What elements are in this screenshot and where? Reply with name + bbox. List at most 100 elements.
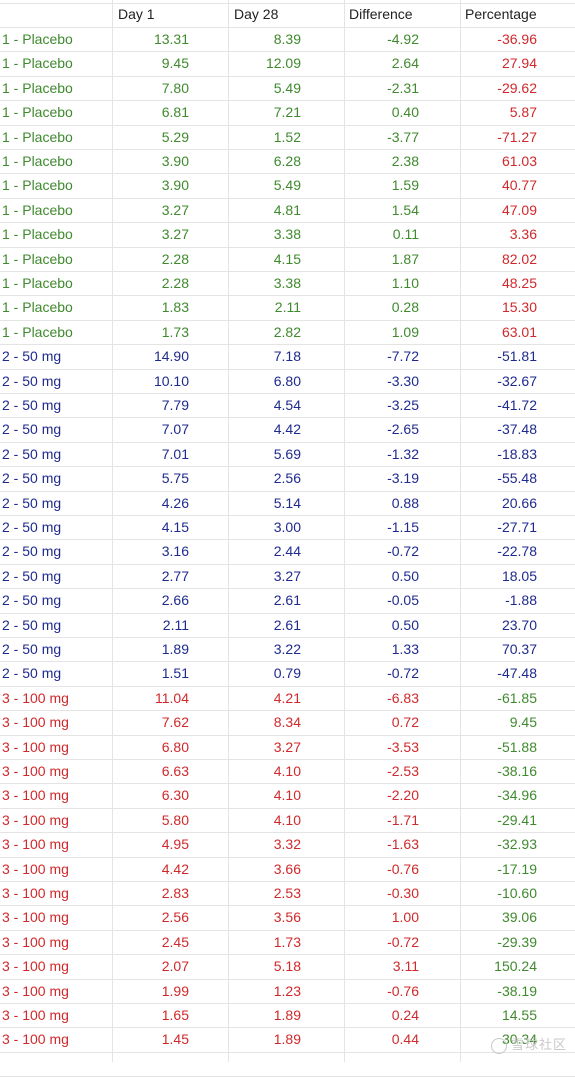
cell-difference[interactable]: 0.50	[391, 617, 419, 633]
cell-difference[interactable]: -0.30	[387, 885, 419, 901]
cell-day1[interactable]: 2.77	[161, 568, 189, 584]
cell-difference[interactable]: 1.54	[391, 202, 419, 218]
cell-day1[interactable]: 9.45	[161, 55, 189, 71]
cell-day28[interactable]: 4.42	[273, 421, 301, 437]
cell-difference[interactable]: 0.88	[391, 495, 419, 511]
cell-day28[interactable]: 5.69	[273, 446, 301, 462]
cell-day1[interactable]: 2.11	[162, 617, 189, 633]
cell-difference[interactable]: -2.53	[387, 763, 419, 779]
cell-group[interactable]: 3 - 100 mg	[2, 739, 69, 755]
cell-day1[interactable]: 4.95	[161, 836, 189, 852]
cell-day28[interactable]: 5.49	[273, 80, 301, 96]
cell-day28[interactable]: 2.11	[274, 299, 301, 315]
cell-day1[interactable]: 6.30	[161, 787, 189, 803]
cell-difference[interactable]: -2.20	[387, 787, 419, 803]
cell-day28[interactable]: 1.89	[273, 1007, 301, 1023]
cell-day28[interactable]: 5.18	[273, 958, 301, 974]
cell-percentage[interactable]: -71.27	[497, 129, 537, 145]
cell-percentage[interactable]: -29.41	[497, 812, 537, 828]
header-day1[interactable]: Day 1	[118, 6, 155, 22]
cell-day1[interactable]: 2.83	[161, 885, 189, 901]
cell-day28[interactable]: 3.27	[273, 568, 301, 584]
cell-percentage[interactable]: 18.05	[501, 568, 537, 584]
cell-percentage[interactable]: 82.02	[501, 251, 537, 267]
cell-day1[interactable]: 2.07	[161, 958, 189, 974]
cell-difference[interactable]: -3.53	[387, 739, 419, 755]
cell-group[interactable]: 1 - Placebo	[2, 104, 73, 120]
cell-difference[interactable]: 0.28	[391, 299, 419, 315]
cell-difference[interactable]: 1.33	[391, 641, 419, 657]
cell-group[interactable]: 3 - 100 mg	[2, 909, 69, 925]
cell-group[interactable]: 1 - Placebo	[2, 177, 73, 193]
cell-day1[interactable]: 2.45	[161, 934, 189, 950]
cell-difference[interactable]: 0.11	[392, 226, 419, 242]
cell-percentage[interactable]: -29.62	[497, 80, 537, 96]
cell-difference[interactable]: -1.15	[387, 519, 419, 535]
cell-percentage[interactable]: -36.96	[497, 31, 537, 47]
cell-day28[interactable]: 2.82	[273, 324, 301, 340]
cell-day1[interactable]: 5.29	[161, 129, 189, 145]
cell-group[interactable]: 2 - 50 mg	[2, 568, 62, 584]
cell-day1[interactable]: 1.51	[161, 665, 189, 681]
cell-percentage[interactable]: -17.19	[497, 861, 537, 877]
cell-day28[interactable]: 2.61	[273, 592, 301, 608]
cell-percentage[interactable]: -38.19	[497, 983, 537, 999]
cell-day1[interactable]: 1.99	[161, 983, 189, 999]
cell-percentage[interactable]: 30.34	[501, 1031, 537, 1047]
cell-group[interactable]: 3 - 100 mg	[2, 885, 69, 901]
cell-day28[interactable]: 2.56	[273, 470, 301, 486]
cell-percentage[interactable]: 47.09	[501, 202, 537, 218]
cell-group[interactable]: 1 - Placebo	[2, 251, 73, 267]
cell-group[interactable]: 1 - Placebo	[2, 129, 73, 145]
cell-difference[interactable]: -1.63	[387, 836, 419, 852]
cell-percentage[interactable]: -32.93	[497, 836, 537, 852]
cell-percentage[interactable]: -55.48	[497, 470, 537, 486]
cell-day28[interactable]: 5.14	[273, 495, 301, 511]
cell-difference[interactable]: -4.92	[387, 31, 419, 47]
cell-difference[interactable]: 0.44	[391, 1031, 419, 1047]
cell-day28[interactable]: 3.00	[273, 519, 301, 535]
cell-day28[interactable]: 2.53	[273, 885, 301, 901]
cell-day1[interactable]: 6.63	[161, 763, 189, 779]
cell-day1[interactable]: 6.80	[161, 739, 189, 755]
cell-percentage[interactable]: -61.85	[497, 690, 537, 706]
cell-day28[interactable]: 3.56	[273, 909, 301, 925]
cell-difference[interactable]: -3.77	[387, 129, 419, 145]
cell-group[interactable]: 2 - 50 mg	[2, 543, 62, 559]
cell-group[interactable]: 3 - 100 mg	[2, 836, 69, 852]
cell-difference[interactable]: 2.64	[391, 55, 419, 71]
cell-difference[interactable]: 1.10	[391, 275, 419, 291]
cell-day1[interactable]: 7.79	[161, 397, 189, 413]
cell-day28[interactable]: 6.80	[273, 373, 301, 389]
cell-day28[interactable]: 4.54	[273, 397, 301, 413]
cell-group[interactable]: 2 - 50 mg	[2, 348, 62, 364]
cell-day1[interactable]: 4.15	[161, 519, 189, 535]
cell-day1[interactable]: 7.62	[161, 714, 189, 730]
cell-day1[interactable]: 3.27	[161, 226, 189, 242]
cell-group[interactable]: 1 - Placebo	[2, 153, 73, 169]
cell-day1[interactable]: 7.80	[161, 80, 189, 96]
cell-difference[interactable]: 1.09	[391, 324, 419, 340]
cell-percentage[interactable]: 63.01	[501, 324, 537, 340]
cell-day1[interactable]: 7.01	[161, 446, 189, 462]
cell-day28[interactable]: 1.52	[273, 129, 301, 145]
cell-day28[interactable]: 4.10	[273, 763, 301, 779]
cell-day28[interactable]: 3.27	[273, 739, 301, 755]
cell-difference[interactable]: -1.71	[387, 812, 419, 828]
cell-day28[interactable]: 8.39	[273, 31, 301, 47]
cell-group[interactable]: 3 - 100 mg	[2, 690, 69, 706]
cell-difference[interactable]: -3.30	[387, 373, 419, 389]
cell-day1[interactable]: 11.04	[155, 690, 189, 706]
cell-group[interactable]: 3 - 100 mg	[2, 714, 69, 730]
cell-day1[interactable]: 1.65	[161, 1007, 189, 1023]
cell-percentage[interactable]: -18.83	[497, 446, 537, 462]
cell-day28[interactable]: 0.79	[273, 665, 301, 681]
cell-difference[interactable]: 1.87	[391, 251, 419, 267]
cell-day28[interactable]: 4.81	[273, 202, 301, 218]
cell-percentage[interactable]: 20.66	[501, 495, 537, 511]
cell-percentage[interactable]: -38.16	[497, 763, 537, 779]
cell-day1[interactable]: 2.28	[161, 251, 189, 267]
cell-difference[interactable]: 0.50	[391, 568, 419, 584]
cell-difference[interactable]: 2.38	[391, 153, 419, 169]
cell-day28[interactable]: 1.73	[273, 934, 301, 950]
